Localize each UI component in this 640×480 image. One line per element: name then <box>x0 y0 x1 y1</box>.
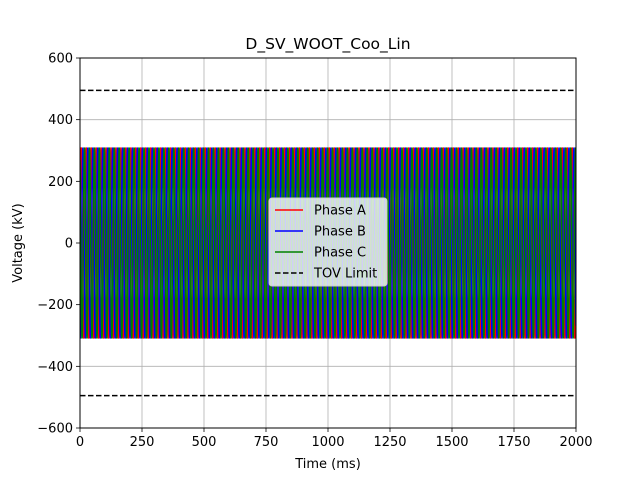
legend-box <box>268 197 388 287</box>
y-tick-label: 400 <box>48 113 73 128</box>
x-tick-label: 1000 <box>311 435 344 450</box>
x-tick-label: 2000 <box>559 435 592 450</box>
x-tick-label: 250 <box>130 435 155 450</box>
series-line-phase-b <box>80 147 576 339</box>
x-tick-label: 1500 <box>435 435 468 450</box>
y-tick-label: 200 <box>48 175 73 190</box>
legend-label-phase-a: Phase A <box>314 204 366 219</box>
x-tick-label: 1750 <box>497 435 530 450</box>
y-tick-label: 0 <box>65 237 73 252</box>
y-tick-label: 600 <box>48 52 73 67</box>
legend-label-phase-b: Phase B <box>314 225 366 240</box>
y-tick-label: −200 <box>37 298 73 313</box>
legend-label-phase-c: Phase C <box>314 246 366 261</box>
x-axis-label: Time (ms) <box>294 457 361 472</box>
y-tick-label: −600 <box>37 422 73 437</box>
series-line-phase-c <box>80 147 576 339</box>
legend: Phase A Phase B Phase C TOV Limit <box>268 197 388 287</box>
x-tick-label: 1250 <box>373 435 406 450</box>
chart-title: D_SV_WOOT_Coo_Lin <box>245 35 410 54</box>
y-axis-label: Voltage (kV) <box>11 203 26 282</box>
legend-label-tov-limit: TOV Limit <box>313 267 377 282</box>
x-tick-label: 750 <box>254 435 279 450</box>
x-tick-label: 0 <box>76 435 84 450</box>
y-tick-label: −400 <box>37 360 73 375</box>
ticks: 0 250 500 750 1000 1250 1500 1750 2000−600−400−2… <box>37 52 592 451</box>
x-tick-label: 500 <box>192 435 217 450</box>
